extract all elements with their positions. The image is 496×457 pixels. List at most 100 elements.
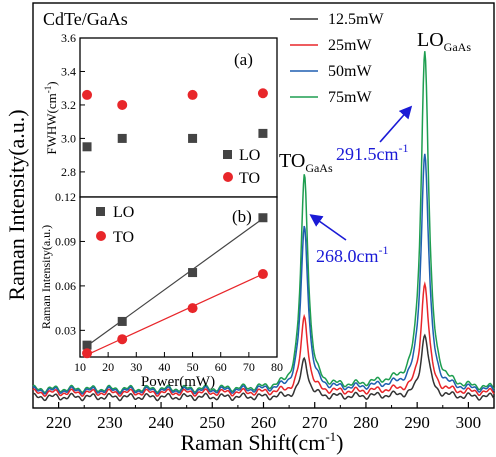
inset-a-legend-to-marker [223,172,233,182]
main-x-tick-label: 230 [97,413,123,432]
lo-shift-sup: -1 [399,141,409,155]
inset-a-legend-lo-label: LO [239,147,260,164]
inset-a-point-lo [117,133,127,143]
inset-b-frame [79,196,278,358]
main-x-tick-label: 270 [302,413,328,432]
inset-b-y-tick-label: 0.06 [55,279,76,293]
inset-b-y-axis-label: Raman Intensity(a.u.) [39,225,53,329]
series-line-25mW [32,281,495,398]
to-shift-sup: -1 [379,243,389,257]
inset-b-x-tick-label: 10 [74,360,86,374]
main-y-axis-label: Raman Intensity(a.u.) [4,109,29,300]
inset-a-panel: 2.8 3.0 3.2 3.4 3.6 (a) FWHW(cm-1) LO TO [43,31,278,198]
main-x-ticks: 220 230 240 250 260 270 280 290 300 [32,402,495,432]
inset-a-frame [79,37,278,198]
main-x-tick-label: 250 [200,413,226,432]
inset-b-fit-TO [86,273,264,356]
to-shift-annotation: 268.0cm-1 [316,243,389,266]
inset-b-y-tick-label: 0.03 [55,323,76,337]
inset-b-y-tick-label: 0.09 [55,234,76,248]
inset-a-point-lo [82,142,92,152]
inset-b-x-tick-label: 80 [271,360,283,374]
inset-a-y-tick-label: 2.8 [61,165,76,179]
inset-b-legend-to-marker [96,231,106,241]
inset-a-point-lo [258,128,268,138]
to-gaas-label: TOGaAs [279,150,333,175]
inset-b-fit-lines [86,217,264,356]
series-line-12.5mW [32,333,495,402]
to-shift-text: 268.0cm [316,246,379,266]
legend-label-75mW: 75mW [328,89,372,106]
inset-b-x-tick-label: 70 [243,360,255,374]
main-x-tick-label: 300 [456,413,482,432]
inset-a-ylabel-end: ) [44,81,59,85]
inset-a-y-tick-label: 3.6 [61,31,76,45]
main-x-axis-label-end: ) [336,430,343,455]
lo-label-text: LO [417,29,444,51]
inset-b-x-axis-label: Power(mW) [141,374,215,390]
inset-a-legend-to-label: TO [239,170,260,187]
main-x-axis-label-sup: -1 [325,429,336,444]
inset-a-points [82,88,268,152]
chart-title: CdTe/GaAs [43,9,128,29]
to-label-text: TO [279,150,305,172]
inset-a-legend-lo-marker [223,150,232,159]
inset-b-point-lo [117,316,127,326]
main-x-tick-label: 240 [148,413,174,432]
inset-b-x-tick-label: 30 [130,360,142,374]
series-line-50mW [32,153,495,395]
inset-b-legend-to-label: TO [113,229,134,246]
main-x-tick-label: 220 [46,413,72,432]
lo-shift-arrow [379,105,413,143]
inset-a-point-to [187,89,198,100]
inset-b-point-lo [82,340,92,350]
inset-b-x-tick-label: 40 [158,360,170,374]
inset-a-point-to [117,99,128,110]
to-label-sub: GaAs [305,161,333,175]
inset-a-panel-label: (a) [234,50,253,69]
inset-a-y-axis-label: FWHW(cm-1) [43,81,59,154]
inset-b-legend-lo-label: LO [113,204,134,221]
inset-a-ylabel-main: FWHW(cm [44,93,59,154]
main-x-axis-label: Raman Shift(cm-1) [181,429,344,455]
legend-label-50mW: 50mW [328,63,372,80]
inset-b-x-tick-label: 50 [187,360,199,374]
inset-b-panel: 0.03 0.06 0.09 0.12 10 20 30 40 50 60 70 80 (b) Ram… [39,190,283,390]
inset-b-panel-label: (b) [232,207,252,226]
inset-a-y-tick-label: 3.2 [61,98,76,112]
inset-a-point-to [257,88,268,99]
lo-shift-annotation: 291.5cm-1 [336,141,409,164]
series-line-75mW [32,51,495,394]
inset-b-point-to [257,269,268,280]
inset-a-point-to [82,89,93,100]
lo-gaas-label: LOGaAs [417,29,471,54]
inset-b-fit-LO [86,217,264,347]
inset-a-y-tick-label: 3.0 [61,131,76,145]
inset-b-legend-lo-marker [96,207,105,216]
to-shift-arrow [309,214,347,241]
inset-b-point-to [187,303,198,314]
inset-b-point-to [117,334,128,345]
main-legend: 12.5mW 25mW 50mW 75mW [290,11,384,106]
main-x-axis-label-main: Raman Shift(cm [181,430,326,455]
main-x-tick-label: 260 [251,413,277,432]
inset-b-point-lo [188,268,198,278]
inset-b-x-tick-label: 60 [215,360,227,374]
inset-b-ticks: 0.03 0.06 0.09 0.12 10 20 30 40 50 60 70 80 [55,190,283,374]
inset-b-x-tick-label: 20 [102,360,114,374]
inset-b-y-tick-label: 0.12 [55,190,76,204]
inset-a-legend: LO TO [223,147,260,187]
inset-a-point-lo [188,133,198,143]
inset-a-y-ticks: 2.8 3.0 3.2 3.4 3.6 [61,31,85,179]
main-x-tick-label: 290 [404,413,430,432]
lo-shift-text: 291.5cm [336,144,399,164]
main-x-tick-label: 280 [353,413,379,432]
legend-label-12.5mW: 12.5mW [328,11,384,28]
inset-b-points [82,213,268,359]
inset-a-y-tick-label: 3.4 [61,64,76,78]
inset-b-legend: LO TO [96,204,134,246]
main-curves [32,51,495,402]
legend-label-25mW: 25mW [328,37,372,54]
inset-a-ylabel-sup: -1 [43,86,53,94]
